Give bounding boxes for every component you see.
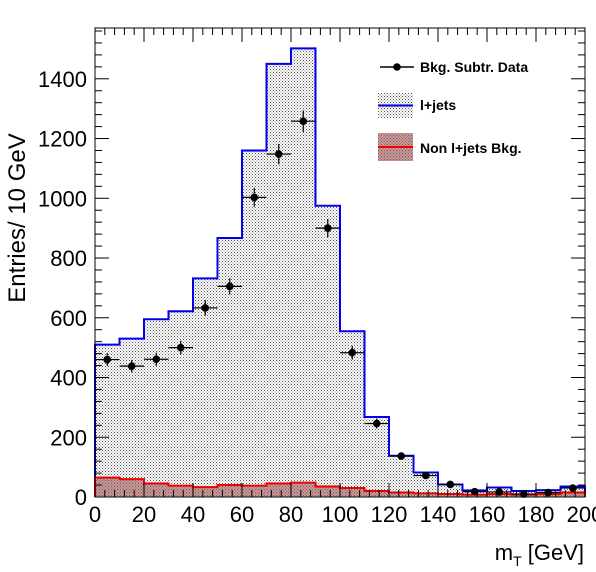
y-tick-label: 1200 <box>38 127 87 152</box>
data-point <box>340 345 365 360</box>
x-tick-label: 180 <box>518 502 555 527</box>
signal-bar <box>242 150 267 497</box>
signal-bar <box>266 63 291 497</box>
background-bar <box>119 479 144 497</box>
data-point <box>487 488 512 496</box>
signal-bar <box>364 416 389 497</box>
data-point <box>560 484 585 492</box>
background-bar <box>217 485 242 497</box>
background-bar <box>389 492 414 497</box>
background-bar <box>266 483 291 497</box>
data-point <box>462 487 487 496</box>
background-bar <box>315 486 340 497</box>
x-tick-label: 60 <box>230 502 254 527</box>
signal-bar <box>144 319 169 497</box>
y-tick-label: 1400 <box>38 67 87 92</box>
legend-label-background: Non l+jets Bkg. <box>420 140 522 156</box>
signal-histogram <box>94 47 586 497</box>
y-tick-label: 200 <box>50 425 87 450</box>
legend: Bkg. Subtr. Data l+jets Non l+jets Bkg. <box>378 59 528 161</box>
signal-bar <box>389 455 414 497</box>
y-tick-label: 800 <box>50 246 87 271</box>
background-bar <box>193 487 218 497</box>
data-point <box>217 278 242 295</box>
data-point <box>95 353 120 367</box>
data-point <box>413 471 438 480</box>
y-tick-label: 600 <box>50 306 87 331</box>
signal-bar <box>168 311 193 497</box>
legend-label-data: Bkg. Subtr. Data <box>420 59 528 75</box>
x-tick-label: 160 <box>469 502 506 527</box>
background-bar <box>438 494 463 497</box>
signal-bar <box>217 238 242 497</box>
x-tick-label: 20 <box>132 502 156 527</box>
legend-entry-data: Bkg. Subtr. Data <box>380 59 528 75</box>
background-bar <box>364 491 389 497</box>
signal-outline <box>94 47 586 497</box>
x-tick-label: 100 <box>322 502 359 527</box>
y-tick-label: 400 <box>50 366 87 391</box>
y-axis-title: Entries/ 10 GeV <box>4 133 31 302</box>
data-point <box>242 187 267 207</box>
data-point <box>536 488 561 497</box>
background-bar <box>340 488 365 497</box>
data-point <box>168 340 193 355</box>
data-point <box>291 110 316 132</box>
background-bar <box>168 485 193 497</box>
tick-labels: 0 20 40 60 80 100 120 140 160 180 200 0 200 400 600 800… <box>38 67 596 527</box>
data-point <box>364 418 389 429</box>
signal-bar <box>95 344 120 497</box>
background-bar <box>95 477 120 497</box>
data-point <box>389 452 414 460</box>
background-bar <box>462 494 487 497</box>
x-tick-label: 120 <box>371 502 408 527</box>
data-point <box>193 300 218 316</box>
data-point <box>438 480 463 489</box>
signal-bar <box>315 205 340 497</box>
background-bar <box>242 485 267 497</box>
background-bar <box>560 492 585 497</box>
data-point <box>511 490 536 498</box>
x-axis-title: mT [GeV] <box>495 540 584 569</box>
background-bar <box>291 482 316 497</box>
legend-entry-background: Non l+jets Bkg. <box>378 133 522 161</box>
x-tick-label: 80 <box>279 502 303 527</box>
legend-entry-signal: l+jets <box>378 93 456 118</box>
x-tick-label: 140 <box>420 502 457 527</box>
x-tick-label: 200 <box>567 502 596 527</box>
background-bar <box>413 493 438 497</box>
data-point <box>315 218 340 238</box>
x-tick-label: 40 <box>181 502 205 527</box>
data-point <box>144 352 169 366</box>
x-tick-label: 0 <box>89 502 101 527</box>
y-tick-label: 0 <box>75 485 87 510</box>
background-bar <box>144 483 169 497</box>
data-points <box>95 110 585 498</box>
y-tick-label: 1000 <box>38 186 87 211</box>
data-point <box>119 359 144 373</box>
data-point <box>266 143 291 165</box>
legend-label-signal: l+jets <box>420 97 456 113</box>
axes <box>94 27 586 498</box>
